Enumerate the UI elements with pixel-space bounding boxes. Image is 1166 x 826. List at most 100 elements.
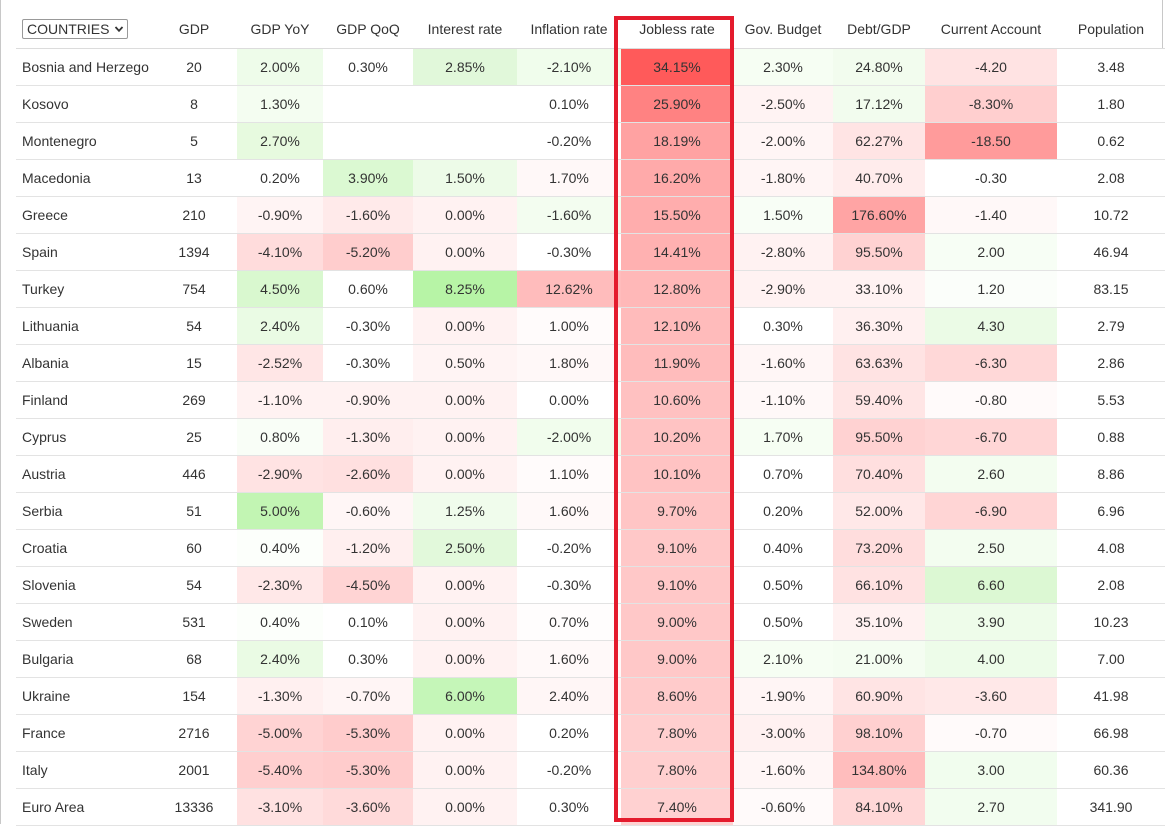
country-name-link[interactable]: Italy <box>16 751 151 789</box>
table-cell: -0.60% <box>733 788 833 826</box>
country-name-link[interactable]: Albania <box>16 344 151 382</box>
table-row: Euro Area 13336 -3.10% -3.60% 0.00% 0.30% 7.40… <box>16 788 1165 826</box>
table-cell: -1.60% <box>733 344 833 382</box>
table-cell: 531 <box>151 603 237 641</box>
header-debt-gdp[interactable]: Debt/GDP <box>833 11 925 49</box>
table-body: Bosnia and Herzego 20 2.00% 0.30% 2.85% -2.10… <box>16 48 1165 826</box>
country-name-link[interactable]: France <box>16 714 151 752</box>
country-name-link[interactable]: Turkey <box>16 270 151 308</box>
table-cell: 95.50% <box>833 418 925 456</box>
table-cell: 0.40% <box>237 603 323 641</box>
table-cell: 3.90 <box>925 603 1057 641</box>
country-selector-cell: COUNTRIES <box>16 11 151 49</box>
table-cell: -5.00% <box>237 714 323 752</box>
table-cell: 0.10% <box>323 603 413 641</box>
country-name-link[interactable]: Greece <box>16 196 151 234</box>
table-cell: -0.30% <box>323 307 413 345</box>
table-cell: 0.70% <box>733 455 833 493</box>
table-cell: 0.70% <box>517 603 621 641</box>
table-cell: 0.00% <box>413 307 517 345</box>
table-cell: 66.10% <box>833 566 925 604</box>
table-cell: 25 <box>151 418 237 456</box>
country-name-link[interactable]: Serbia <box>16 492 151 530</box>
table-cell <box>323 122 413 160</box>
header-inflation-rate[interactable]: Inflation rate <box>517 11 621 49</box>
country-name-link[interactable]: Slovenia <box>16 566 151 604</box>
table-cell: 20 <box>151 48 237 86</box>
chevron-down-icon <box>115 26 124 33</box>
table-cell: -4.20 <box>925 48 1057 86</box>
table-cell: -1.30% <box>237 677 323 715</box>
table-cell: -3.10% <box>237 788 323 826</box>
table-cell: 60.90% <box>833 677 925 715</box>
table-cell: 15.50% <box>621 196 733 234</box>
table-cell: -1.90% <box>733 677 833 715</box>
table-cell: 0.30% <box>733 307 833 345</box>
table-cell: 7.40% <box>621 788 733 826</box>
country-name-link[interactable]: Macedonia <box>16 159 151 197</box>
country-name-link[interactable]: Ukraine <box>16 677 151 715</box>
table-cell: 63.63% <box>833 344 925 382</box>
table-cell: 2.85% <box>413 48 517 86</box>
header-population[interactable]: Population <box>1057 11 1165 49</box>
table-cell: 0.40% <box>733 529 833 567</box>
country-name-link[interactable]: Austria <box>16 455 151 493</box>
header-row: COUNTRIES GDP GDP YoY GDP QoQ Interest r… <box>16 11 1165 49</box>
table-row: Italy 2001 -5.40% -5.30% 0.00% -0.20% 7.80% -1.… <box>16 751 1165 789</box>
table-row: Slovenia 54 -2.30% -4.50% 0.00% -0.30% 9.10% 0.… <box>16 566 1165 604</box>
table-cell: 0.00% <box>413 196 517 234</box>
table-cell: 269 <box>151 381 237 419</box>
table-cell: 0.00% <box>413 381 517 419</box>
table-cell: 2.00% <box>237 48 323 86</box>
table-cell: 17.12% <box>833 85 925 123</box>
countries-dropdown[interactable]: COUNTRIES <box>22 19 129 40</box>
table-cell: 95.50% <box>833 233 925 271</box>
table-cell: 5.00% <box>237 492 323 530</box>
header-interest-rate[interactable]: Interest rate <box>413 11 517 49</box>
table-cell: 5 <box>151 122 237 160</box>
header-gdp[interactable]: GDP <box>151 11 237 49</box>
country-name-link[interactable]: Bosnia and Herzego <box>16 48 151 86</box>
country-name-link[interactable]: Montenegro <box>16 122 151 160</box>
header-gdp-yoy[interactable]: GDP YoY <box>237 11 323 49</box>
table-cell: 51 <box>151 492 237 530</box>
header-current-account[interactable]: Current Account <box>925 11 1057 49</box>
table-cell: 12.10% <box>621 307 733 345</box>
country-name-link[interactable]: Kosovo <box>16 85 151 123</box>
country-name-link[interactable]: Bulgaria <box>16 640 151 678</box>
table-cell: -0.70 <box>925 714 1057 752</box>
table-row: Bulgaria 68 2.40% 0.30% 0.00% 1.60% 9.00% 2.10%… <box>16 640 1165 678</box>
table-cell: -3.60% <box>323 788 413 826</box>
table-cell: 0.00% <box>413 751 517 789</box>
country-name-link[interactable]: Spain <box>16 233 151 271</box>
countries-table: COUNTRIES GDP GDP YoY GDP QoQ Interest r… <box>16 11 1165 826</box>
country-name-link[interactable]: Sweden <box>16 603 151 641</box>
country-name-link[interactable]: Euro Area <box>16 788 151 826</box>
table-cell: -4.10% <box>237 233 323 271</box>
table-cell: 0.00% <box>413 788 517 826</box>
table-cell: 46.94 <box>1057 233 1165 271</box>
country-name-link[interactable]: Finland <box>16 381 151 419</box>
header-gdp-qoq[interactable]: GDP QoQ <box>323 11 413 49</box>
header-jobless-rate[interactable]: Jobless rate <box>621 11 733 49</box>
table-cell: 2.08 <box>1057 159 1165 197</box>
table-cell: 60 <box>151 529 237 567</box>
table-cell: 12.62% <box>517 270 621 308</box>
table-cell <box>323 85 413 123</box>
table-cell: 2.79 <box>1057 307 1165 345</box>
table-cell: -2.00% <box>517 418 621 456</box>
table-cell: -2.90% <box>237 455 323 493</box>
table-cell: 11.90% <box>621 344 733 382</box>
table-cell: 1.70% <box>517 159 621 197</box>
table-cell: 34.15% <box>621 48 733 86</box>
table-cell: -0.30% <box>517 233 621 271</box>
table-cell: -0.60% <box>323 492 413 530</box>
country-name-link[interactable]: Lithuania <box>16 307 151 345</box>
table-cell: 0.00% <box>413 566 517 604</box>
header-gov-budget[interactable]: Gov. Budget <box>733 11 833 49</box>
country-name-link[interactable]: Croatia <box>16 529 151 567</box>
table-cell: 1.80 <box>1057 85 1165 123</box>
table-cell: -1.60% <box>517 196 621 234</box>
table-cell: -6.70 <box>925 418 1057 456</box>
country-name-link[interactable]: Cyprus <box>16 418 151 456</box>
